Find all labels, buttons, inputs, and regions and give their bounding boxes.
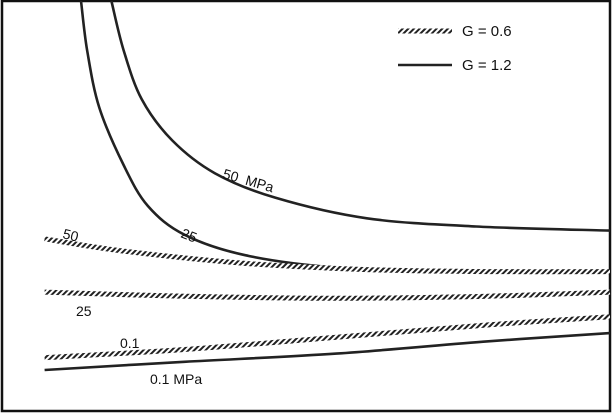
curve-label-g-1p2-25: 25 — [179, 225, 200, 246]
curve-label-g-0p6-50: 50 — [61, 225, 80, 244]
series-line-g-1p2-0p1-mpa — [44, 331, 611, 372]
curves-layer — [44, 0, 611, 372]
series-line-g-0p6-0p1 — [44, 314, 611, 361]
legend: G = 0.6 G = 1.2 — [398, 23, 512, 74]
series-line-g-0p6-25 — [44, 289, 611, 301]
legend-label-g-0p6: G = 0.6 — [462, 23, 512, 40]
curve-label-g-0p6-25: 25 — [76, 303, 92, 319]
series-line-g-0p6-50 — [44, 236, 611, 275]
curve-label-g-1p2-0p1-mpa: 0.1 MPa — [150, 371, 202, 387]
curve-label-g-0p6-0p1: 0.1 — [120, 335, 140, 351]
series-line-g-1p2-50-mpa — [110, 0, 611, 232]
legend-label-g-1p2: G = 1.2 — [462, 57, 512, 74]
